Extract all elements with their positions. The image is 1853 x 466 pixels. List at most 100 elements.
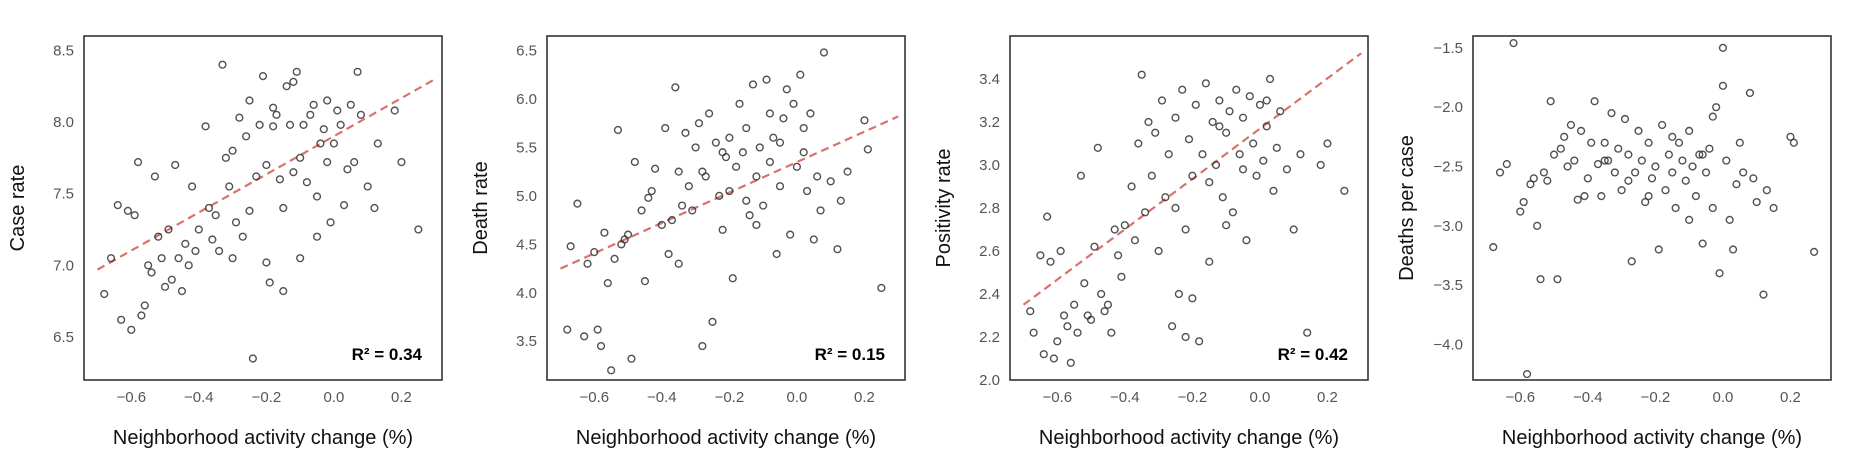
- data-point: [607, 366, 616, 375]
- data-point: [1688, 162, 1697, 171]
- data-point: [1637, 156, 1646, 165]
- data-point: [708, 317, 717, 326]
- y-tick-label: −2.5: [1433, 158, 1463, 175]
- data-point: [813, 172, 822, 181]
- data-point: [323, 96, 332, 105]
- data-point: [725, 133, 734, 142]
- data-point: [137, 311, 146, 320]
- x-tick-label: −0.2: [1178, 389, 1208, 406]
- data-point: [806, 109, 815, 118]
- data-point: [117, 315, 126, 324]
- x-tick-label: 0.0: [323, 389, 344, 406]
- plot-frame: [1009, 35, 1369, 381]
- data-point: [150, 172, 160, 181]
- data-point: [1786, 132, 1795, 141]
- data-point: [326, 218, 335, 227]
- y-tick-label: 2.8: [979, 200, 1000, 217]
- data-point: [242, 132, 251, 141]
- data-point: [1245, 92, 1254, 101]
- x-axis-title: Neighborhood activity change (%): [113, 427, 413, 449]
- data-point: [1026, 307, 1035, 316]
- data-point: [100, 289, 109, 299]
- data-point: [1553, 275, 1562, 284]
- x-tick-label: −0.6: [1505, 389, 1535, 406]
- data-point: [127, 325, 136, 334]
- data-point: [1215, 122, 1224, 131]
- data-point: [1201, 79, 1210, 88]
- data-point: [373, 139, 382, 148]
- data-point: [1222, 221, 1231, 230]
- data-point: [1624, 176, 1633, 185]
- data-point: [144, 261, 153, 270]
- data-point: [603, 278, 612, 288]
- data-point: [661, 123, 670, 133]
- data-point: [1725, 215, 1734, 224]
- data-point: [106, 254, 116, 263]
- data-point: [1593, 160, 1603, 169]
- data-point: [1715, 269, 1724, 278]
- data-point: [1161, 193, 1170, 202]
- data-point: [590, 247, 599, 257]
- y-tick-label: 2.4: [979, 286, 1000, 303]
- data-point: [711, 138, 720, 147]
- data-point: [775, 182, 785, 191]
- data-point: [1222, 128, 1231, 137]
- data-point: [1215, 96, 1224, 105]
- death-rate-scatter: −0.6 −0.4 −0.2 0.0 0.2 3.5 4.0 4.5 5.0 5.5 6.0 6.5 N…: [470, 35, 906, 449]
- x-tick-label: 0.0: [1249, 389, 1270, 406]
- y-tick-label: 2.6: [979, 243, 1000, 260]
- data-point: [1130, 236, 1140, 245]
- data-point: [836, 196, 845, 205]
- data-point: [1296, 150, 1305, 159]
- data-point: [1701, 168, 1711, 177]
- data-point: [1127, 182, 1136, 191]
- data-point: [802, 186, 812, 196]
- data-point: [769, 133, 778, 142]
- data-point: [1208, 117, 1217, 127]
- data-point: [221, 153, 230, 162]
- data-point: [296, 254, 305, 263]
- x-tick-label: 0.0: [786, 389, 807, 406]
- data-point: [1265, 74, 1275, 84]
- data-point: [154, 232, 163, 241]
- y-tick-label: −2.0: [1433, 99, 1463, 116]
- data-point: [248, 354, 257, 363]
- x-axis-title: Neighborhood activity change (%): [1502, 427, 1802, 449]
- data-point: [1147, 171, 1156, 180]
- data-point: [1718, 43, 1728, 52]
- data-point: [1059, 311, 1069, 320]
- data-point: [1066, 358, 1075, 367]
- death-rate-panel: −0.6 −0.4 −0.2 0.0 0.2 3.5 4.0 4.5 5.0 5.5 6.0 6.5 N…: [463, 0, 926, 466]
- data-point: [245, 206, 254, 215]
- data-point: [1049, 354, 1059, 363]
- y-tick-label: 6.5: [53, 329, 74, 346]
- data-point: [1549, 150, 1559, 159]
- data-point: [1255, 100, 1265, 109]
- data-point: [1810, 247, 1819, 256]
- data-point: [171, 160, 180, 170]
- y-tick-label: 3.2: [979, 114, 1000, 131]
- data-point: [1556, 144, 1565, 153]
- data-point: [204, 203, 214, 213]
- data-point: [370, 203, 379, 213]
- data-point: [1685, 215, 1694, 224]
- data-point: [167, 275, 176, 284]
- y-axis-title: Positivity rate: [933, 149, 955, 268]
- data-point: [1712, 103, 1721, 112]
- y-axis-title: Death rate: [470, 161, 492, 254]
- data-point: [816, 206, 825, 215]
- data-point: [1198, 150, 1207, 159]
- x-tick-label: −0.6: [116, 389, 146, 406]
- data-point: [877, 283, 886, 293]
- data-point: [1600, 138, 1609, 147]
- data-point: [262, 258, 271, 267]
- data-point: [319, 125, 328, 134]
- data-point: [1728, 245, 1738, 254]
- data-point: [339, 201, 349, 210]
- data-point: [1644, 192, 1653, 201]
- data-point: [1218, 193, 1227, 202]
- data-point: [252, 172, 261, 181]
- x-tick-label: 0.2: [1317, 389, 1338, 406]
- y-tick-label: 5.5: [516, 139, 537, 156]
- data-point: [1107, 328, 1116, 337]
